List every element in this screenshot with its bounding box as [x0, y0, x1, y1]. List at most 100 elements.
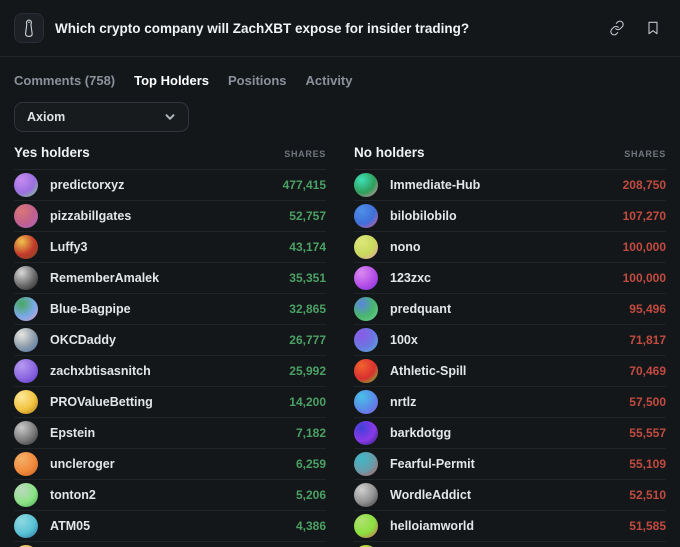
holder-shares: 35,351: [289, 271, 326, 285]
holder-avatar: [354, 514, 378, 538]
holder-row[interactable]: 123zxc 100,000: [354, 263, 666, 294]
copy-link-button[interactable]: [608, 19, 626, 37]
holder-shares: 55,109: [629, 457, 666, 471]
holders-columns: Yes holders SHARES predictorxyz 477,415 …: [0, 145, 680, 547]
holder-avatar: [354, 390, 378, 414]
holder-shares: 26,777: [289, 333, 326, 347]
holder-name: Fearful-Permit: [390, 457, 475, 471]
holder-shares: 71,817: [629, 333, 666, 347]
holder-avatar: [354, 452, 378, 476]
holder-row[interactable]: Athletic-Spill 70,469: [354, 356, 666, 387]
holder-row[interactable]: SUPPGGG 3,258: [14, 542, 326, 547]
holder-shares: 107,270: [622, 209, 666, 223]
holder-row[interactable]: RememberAmalek 35,351: [14, 263, 326, 294]
holder-name: RememberAmalek: [50, 271, 160, 285]
header-actions: [608, 19, 662, 37]
holder-name: uncleroger: [50, 457, 115, 471]
holder-avatar: [14, 545, 38, 547]
source-filter-dropdown[interactable]: Axiom: [14, 102, 189, 132]
holder-avatar: [354, 483, 378, 507]
market-avatar-glyph: [25, 19, 33, 37]
holder-name: Epstein: [50, 426, 96, 440]
holder-row[interactable]: zachxbtisasnitch 25,992: [14, 356, 326, 387]
holder-name: 100x: [390, 333, 418, 347]
tab-positions[interactable]: Positions: [228, 72, 287, 88]
holder-avatar: [14, 328, 38, 352]
no-shares-label: SHARES: [624, 149, 666, 159]
holder-name: nono: [390, 240, 421, 254]
holder-row[interactable]: Luffy3 43,174: [14, 232, 326, 263]
holder-shares: 477,415: [282, 178, 326, 192]
holder-name: Luffy3: [50, 240, 88, 254]
holder-row[interactable]: Immediate-Hub 208,750: [354, 170, 666, 201]
bookmark-button[interactable]: [644, 19, 662, 37]
holder-row[interactable]: helloiamworld 51,585: [354, 511, 666, 542]
holder-shares: 25,992: [289, 364, 326, 378]
holder-shares: 51,585: [629, 519, 666, 533]
holder-row[interactable]: pizzabillgates 52,757: [14, 201, 326, 232]
holder-row[interactable]: nono 100,000: [354, 232, 666, 263]
holder-shares: 5,206: [295, 488, 326, 502]
no-column-header: No holders SHARES: [354, 145, 666, 170]
holder-avatar: [14, 266, 38, 290]
holder-name: predquant: [390, 302, 452, 316]
chevron-down-icon: [165, 114, 175, 120]
holder-avatar: [354, 266, 378, 290]
holder-avatar: [354, 235, 378, 259]
holder-row[interactable]: nrtlz 57,500: [354, 387, 666, 418]
holder-avatar: [354, 204, 378, 228]
tab-activity[interactable]: Activity: [305, 72, 353, 88]
holder-row[interactable]: Blue-Bagpipe 32,865: [14, 294, 326, 325]
market-avatar[interactable]: [14, 13, 44, 43]
holder-name: tonton2: [50, 488, 96, 502]
holder-row[interactable]: predquant 95,496: [354, 294, 666, 325]
holder-avatar: [354, 297, 378, 321]
holder-shares: 14,200: [289, 395, 326, 409]
holder-name: bilobilobilo: [390, 209, 457, 223]
holder-row[interactable]: uncleroger 6,259: [14, 449, 326, 480]
holder-row[interactable]: WordleAddict 52,510: [354, 480, 666, 511]
holder-name: 123zxc: [390, 271, 432, 285]
holder-row[interactable]: bilobilobilo 107,270: [354, 201, 666, 232]
holder-shares: 70,469: [629, 364, 666, 378]
holder-name: zachxbtisasnitch: [50, 364, 151, 378]
holder-name: barkdotgg: [390, 426, 452, 440]
holder-shares: 208,750: [622, 178, 666, 192]
holder-row[interactable]: ATM05 4,386: [14, 511, 326, 542]
link-icon: [610, 20, 624, 36]
holder-avatar: [354, 173, 378, 197]
holder-avatar: [354, 421, 378, 445]
yes-holders-list: predictorxyz 477,415 pizzabillgates 52,7…: [14, 170, 326, 547]
holder-avatar: [14, 514, 38, 538]
holder-avatar: [14, 421, 38, 445]
tabs: Comments (758) Top Holders Positions Activi…: [0, 71, 680, 89]
yes-column-header: Yes holders SHARES: [14, 145, 326, 170]
holder-name: Blue-Bagpipe: [50, 302, 131, 316]
holder-avatar: [14, 297, 38, 321]
yes-column-title: Yes holders: [14, 145, 90, 160]
holder-row[interactable]: PROValueBetting 14,200: [14, 387, 326, 418]
holder-name: pizzabillgates: [50, 209, 132, 223]
bookmark-icon: [648, 21, 658, 35]
no-holders-column: No holders SHARES Immediate-Hub 208,750 …: [354, 145, 666, 547]
holder-row[interactable]: Fearful-Permit 55,109: [354, 449, 666, 480]
holder-row[interactable]: tonton2 5,206: [14, 480, 326, 511]
holder-shares: 32,865: [289, 302, 326, 316]
holder-shares: 43,174: [289, 240, 326, 254]
holder-shares: 57,500: [629, 395, 666, 409]
holder-row[interactable]: OKCDaddy 26,777: [14, 325, 326, 356]
yes-shares-label: SHARES: [284, 149, 326, 159]
holder-row[interactable]: Epstein 7,182: [14, 418, 326, 449]
holder-avatar: [354, 328, 378, 352]
holder-row[interactable]: predictorxyz 477,415: [14, 170, 326, 201]
tab-top-holders[interactable]: Top Holders: [134, 72, 210, 88]
holder-avatar: [354, 359, 378, 383]
holder-shares: 95,496: [629, 302, 666, 316]
tab-comments-758[interactable]: Comments (758): [14, 72, 116, 88]
holder-row[interactable]: 100x 71,817: [354, 325, 666, 356]
holder-avatar: [14, 235, 38, 259]
holder-name: predictorxyz: [50, 178, 125, 192]
holder-row[interactable]: barkdotgg 55,557: [354, 418, 666, 449]
holder-row[interactable]: Concerned-Tab 50,139: [354, 542, 666, 547]
holder-shares: 4,386: [295, 519, 326, 533]
